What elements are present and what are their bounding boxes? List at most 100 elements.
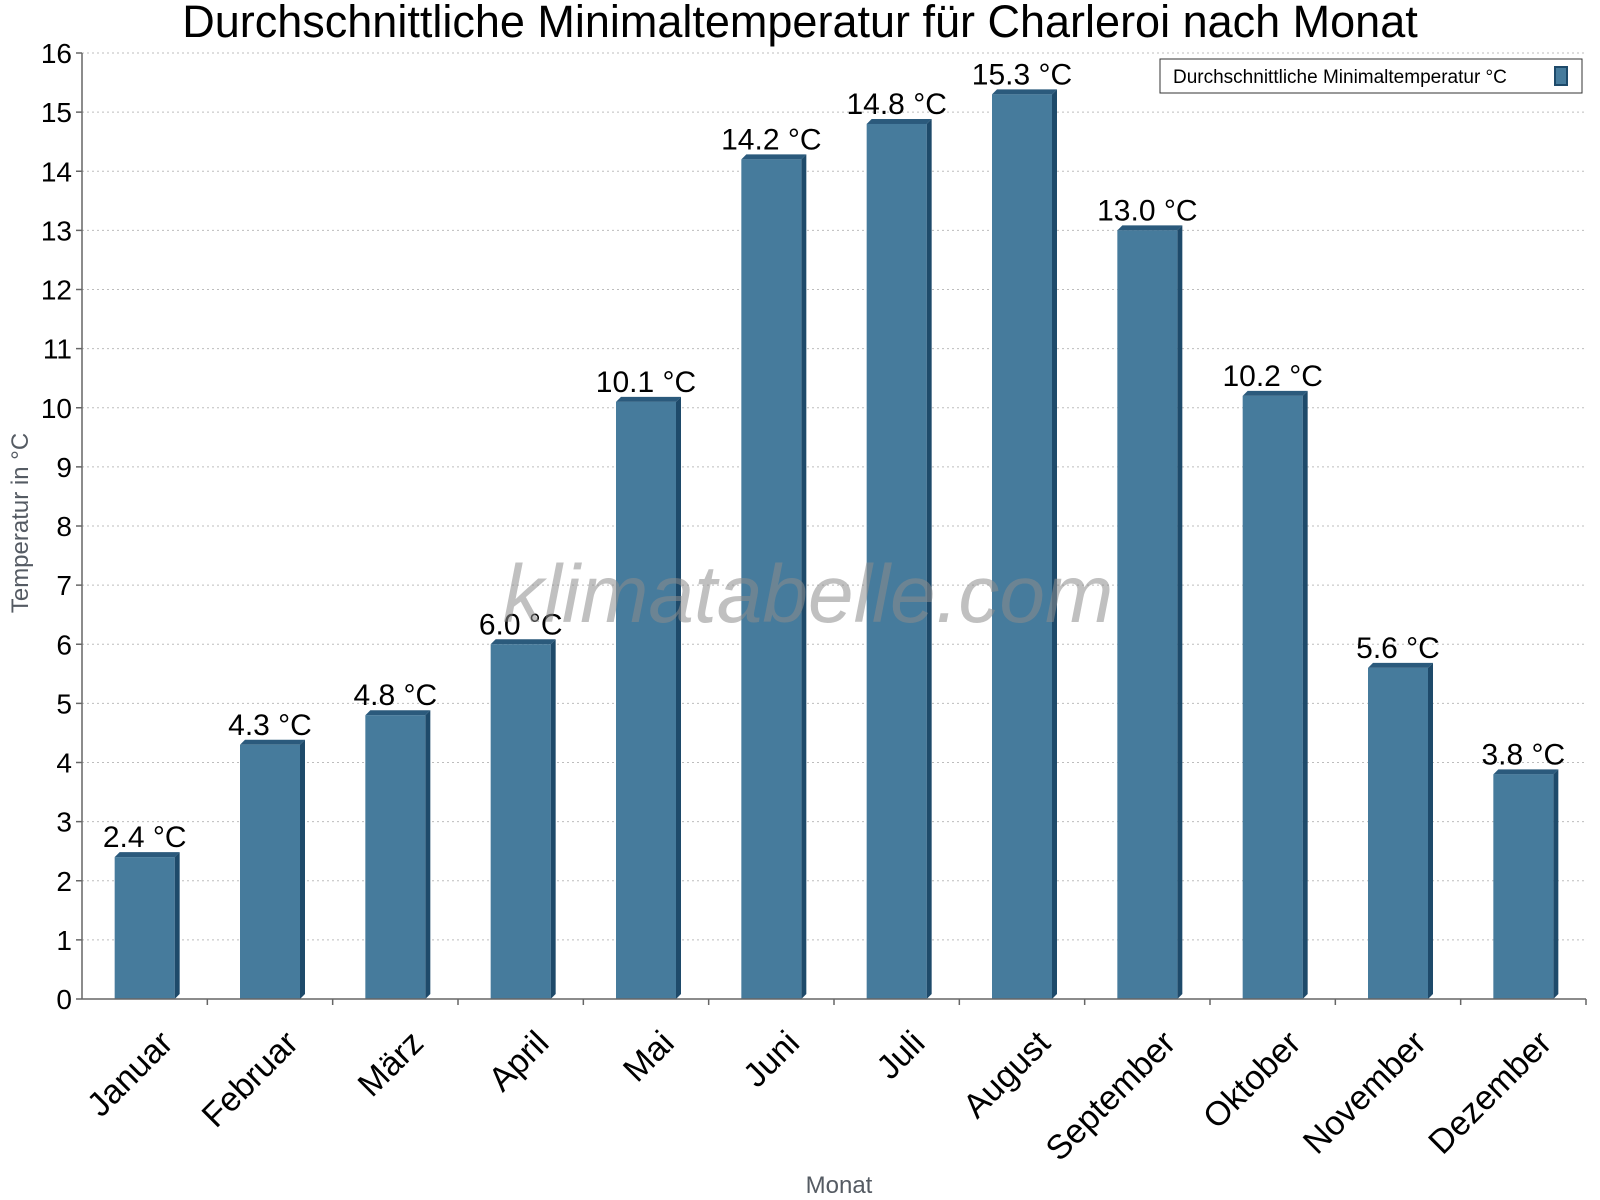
bar-side — [300, 739, 305, 999]
bar-top — [114, 852, 180, 858]
y-tick-label: 7 — [56, 570, 72, 601]
bar-front — [992, 94, 1052, 999]
bar-1 — [114, 852, 180, 999]
x-tick-label: September — [1039, 1024, 1183, 1168]
bar-value-label: 15.3 °C — [972, 58, 1072, 91]
bar-value-label: 14.8 °C — [846, 88, 946, 121]
bar-side — [1052, 89, 1057, 999]
x-tick-label: Oktober — [1196, 1024, 1308, 1136]
bar-6 — [741, 154, 807, 1000]
bar-front — [365, 715, 426, 999]
y-tick-label: 10 — [41, 393, 72, 424]
y-tick-label: 16 — [41, 38, 72, 69]
bar-front — [240, 744, 300, 999]
y-tick-label: 5 — [56, 688, 72, 719]
bar-value-label: 13.0 °C — [1097, 194, 1197, 227]
bar-value-labels: 2.4 °C 4.3 °C 4.8 °C 6.0 °C 10.1 °C 14.2 °C 14… — [103, 58, 1565, 854]
bar-side — [1302, 390, 1308, 999]
y-tick-label: 1 — [56, 925, 72, 956]
y-tick-label: 0 — [56, 984, 72, 1015]
x-tick-label: August — [956, 1023, 1058, 1125]
bar-side — [1553, 769, 1559, 999]
bar-side — [1428, 662, 1433, 999]
bar-front — [741, 159, 802, 1000]
bar-front — [616, 401, 676, 999]
bar-top — [1368, 662, 1433, 668]
y-tick-label: 8 — [56, 511, 72, 542]
grid-lines — [82, 52, 1586, 941]
bar-value-label: 14.2 °C — [721, 123, 821, 156]
bar-top — [1493, 769, 1559, 775]
y-tick-label: 15 — [41, 97, 72, 128]
bar-front — [490, 644, 551, 999]
bar-top — [1242, 390, 1308, 396]
x-axis-ticks: Januar Februar März April Mai Juni Juli AugustS… — [80, 999, 1587, 1168]
bar-8 — [992, 89, 1057, 999]
bar-11 — [1368, 662, 1433, 999]
legend-swatch — [1554, 66, 1568, 86]
bar-side — [550, 639, 556, 999]
bar-value-label: 10.2 °C — [1222, 360, 1322, 393]
bar-value-label: 5.6 °C — [1356, 632, 1440, 665]
bar-side — [676, 396, 681, 999]
bar-7 — [866, 118, 932, 999]
bar-top — [240, 739, 305, 745]
bar-side — [926, 118, 932, 999]
y-tick-label: 12 — [41, 275, 72, 306]
y-tick-label: 3 — [56, 807, 72, 838]
x-tick-label: Juni — [736, 1024, 807, 1095]
bar-top — [992, 89, 1057, 95]
bar-2 — [240, 739, 305, 999]
bar-5 — [616, 396, 681, 999]
bar-value-label: 4.8 °C — [353, 679, 437, 712]
bar-10 — [1242, 390, 1308, 999]
x-tick-label: November — [1296, 1024, 1434, 1162]
bar-4 — [490, 639, 556, 999]
bar-front — [866, 123, 927, 999]
x-tick-label: Februar — [195, 1024, 306, 1135]
chart-title: Durchschnittliche Minimaltemperatur für … — [182, 0, 1418, 47]
y-tick-label: 11 — [43, 334, 72, 365]
bar-value-label: 4.3 °C — [228, 709, 312, 742]
bar-front — [1493, 774, 1554, 999]
bar-top — [1117, 225, 1183, 231]
bar-top — [741, 154, 807, 160]
bar-side — [174, 852, 180, 999]
x-tick-label: Dezember — [1421, 1024, 1559, 1162]
bar-front — [1368, 667, 1428, 999]
bar-top — [616, 396, 681, 402]
bar-front — [114, 857, 175, 999]
bar-3 — [365, 710, 431, 999]
y-tick-label: 2 — [56, 866, 72, 897]
y-tick-label: 6 — [56, 629, 72, 660]
x-tick-label: April — [481, 1024, 556, 1099]
bar-side — [1177, 225, 1183, 999]
y-tick-label: 13 — [41, 215, 72, 246]
bar-top — [866, 118, 932, 124]
x-tick-label: März — [351, 1024, 431, 1104]
y-tick-label: 14 — [41, 156, 72, 187]
bar-value-label: 3.8 °C — [1481, 738, 1565, 771]
y-tick-label: 9 — [56, 452, 72, 483]
bar-top — [490, 639, 556, 645]
y-axis-label: Temperatur in °C — [7, 433, 34, 613]
bar-value-label: 2.4 °C — [103, 821, 187, 854]
bars — [114, 89, 1559, 1000]
x-tick-label: Januar — [80, 1024, 180, 1124]
bar-side — [801, 154, 807, 1000]
legend: Durchschnittliche Minimaltemperatur °C — [1159, 58, 1583, 94]
bar-side — [425, 710, 431, 999]
watermark: klimatabelle.com — [503, 549, 1114, 640]
bar-value-label: 10.1 °C — [596, 366, 696, 399]
bar-value-label: 6.0 °C — [479, 608, 563, 641]
legend-box — [1159, 58, 1583, 94]
legend-label: Durchschnittliche Minimaltemperatur °C — [1173, 67, 1507, 88]
x-axis-label: Monat — [806, 1172, 873, 1199]
x-tick-label: Juli — [869, 1024, 932, 1087]
bar-9 — [1117, 225, 1183, 999]
bar-front — [1242, 395, 1303, 999]
y-tick-label: 4 — [56, 748, 72, 779]
bar-front — [1117, 230, 1178, 999]
